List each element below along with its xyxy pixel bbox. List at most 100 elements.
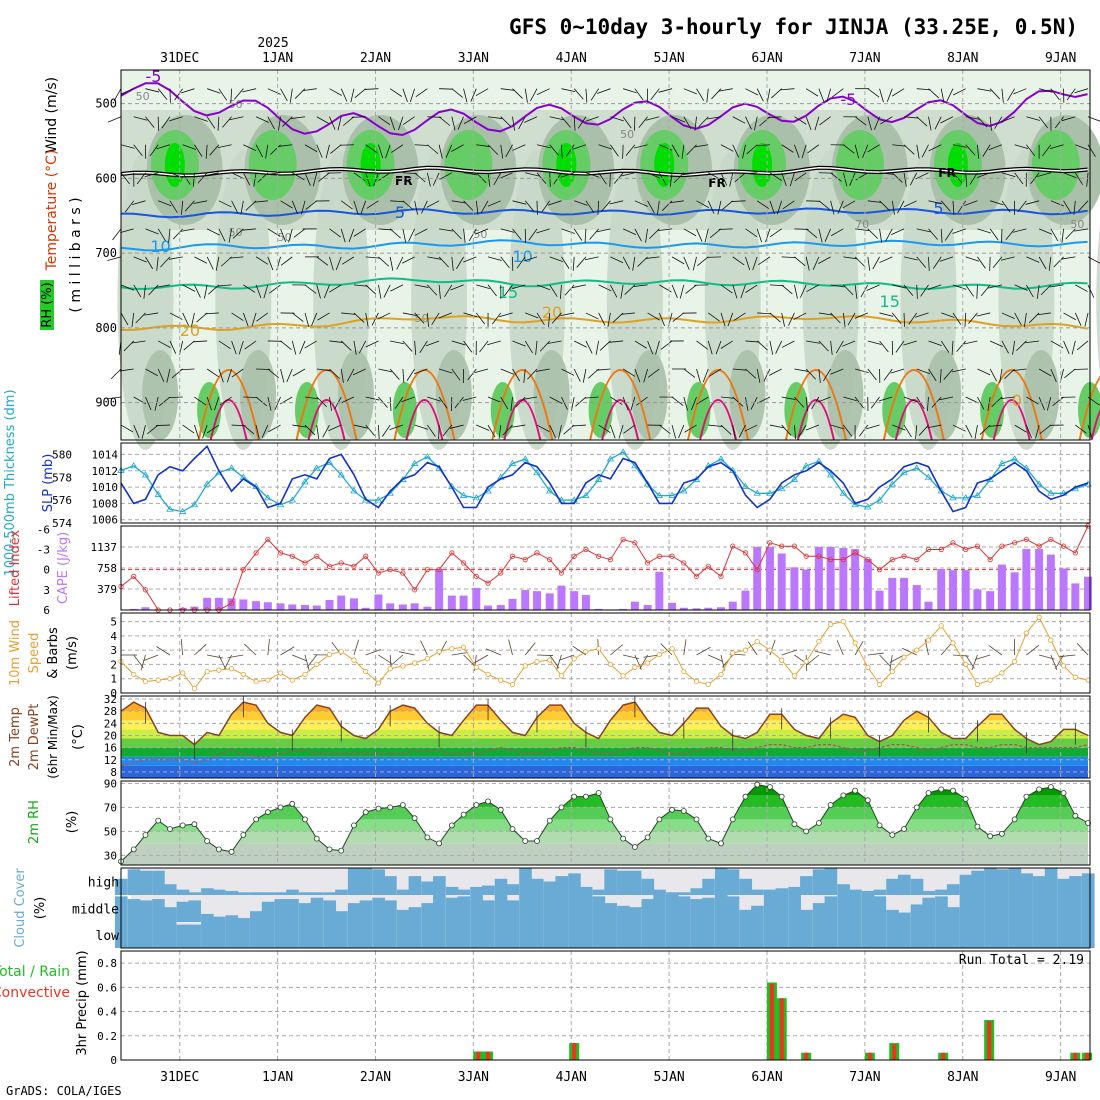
wind-barb xyxy=(916,228,931,233)
wind-speed-point xyxy=(375,680,382,686)
cape-bar xyxy=(203,597,212,610)
wind10m-barb xyxy=(143,654,159,662)
wind-speed-point xyxy=(167,676,173,682)
cape-bar xyxy=(692,608,701,610)
wind-barb xyxy=(389,116,395,131)
bottom-date-label: 9JAN xyxy=(1045,1070,1076,1085)
cape-bar xyxy=(447,595,456,610)
wind-barb xyxy=(879,340,889,353)
cloud-level-label: high xyxy=(88,876,119,891)
wind-barb xyxy=(358,340,367,354)
thickness-point xyxy=(949,494,957,501)
lifted-index-point xyxy=(351,563,357,569)
wind-barb xyxy=(576,256,587,268)
wind-barb xyxy=(414,368,428,375)
cape-bar xyxy=(630,601,639,610)
wind-barb xyxy=(145,228,159,235)
cloud-cell-middle xyxy=(250,911,263,922)
wind-barb xyxy=(378,172,391,181)
cloud-cell-low xyxy=(335,922,348,948)
wind-barb xyxy=(610,424,616,439)
rh-shade-blob-90 xyxy=(947,143,968,187)
wind-barb xyxy=(305,200,318,210)
wind-barb xyxy=(956,340,966,352)
wind-barb xyxy=(994,116,1003,129)
temp-tick-label: 16 xyxy=(104,742,117,755)
wind-barb xyxy=(708,312,720,322)
wind-barb xyxy=(487,256,502,261)
wind-barb xyxy=(885,228,893,242)
wind-barb xyxy=(681,144,685,159)
wind-barb xyxy=(835,340,844,354)
rh-point xyxy=(607,816,614,823)
wind-barb xyxy=(389,256,394,271)
wind-barb xyxy=(113,88,122,102)
wind-barb xyxy=(144,172,159,178)
wind-barb xyxy=(243,144,257,152)
rh-contour-label: 50 xyxy=(473,228,487,241)
wind-barb xyxy=(1073,200,1076,215)
wind-speed-point xyxy=(253,678,259,685)
wind-barb xyxy=(445,144,453,158)
wind-barb xyxy=(1038,368,1052,377)
lifted-index-point xyxy=(767,540,773,546)
rh-band xyxy=(121,831,1089,844)
ylabel-temp-c: (6hr Min/Max) xyxy=(46,695,60,779)
cape-bar xyxy=(1071,583,1080,610)
pressure-tick-label: 900 xyxy=(95,396,117,410)
wind-barb xyxy=(636,396,648,406)
wind-barb xyxy=(561,144,563,159)
wind-barb xyxy=(304,284,317,294)
wind-barb xyxy=(145,256,154,270)
cloud-cell-low xyxy=(726,922,740,948)
wind-barb xyxy=(1026,284,1034,298)
cloud-cell-middle xyxy=(922,897,936,922)
wind-barb xyxy=(457,116,464,130)
rh-shade-column-low xyxy=(925,350,962,440)
ylabel-wind-c: & Barbs xyxy=(46,627,61,679)
isotherm-label: -5 xyxy=(840,90,856,109)
wind-barb xyxy=(879,228,883,243)
lifted-index-point xyxy=(142,587,149,593)
wind-barb xyxy=(536,312,545,326)
wind-barb xyxy=(643,368,648,383)
rh-point xyxy=(460,811,467,818)
wind-barb xyxy=(769,340,774,355)
wind-barb xyxy=(991,396,1003,407)
wind-barb xyxy=(928,228,938,240)
wind-barb xyxy=(133,116,148,121)
wind-barb xyxy=(623,88,637,94)
wind-barb xyxy=(684,424,697,433)
cloud-cell-low xyxy=(152,922,165,948)
rh-point xyxy=(876,822,883,829)
wind-barb xyxy=(340,340,352,351)
rh-point xyxy=(277,804,284,811)
wind-barb xyxy=(976,312,991,317)
wind-barb xyxy=(318,172,330,182)
wind-barb xyxy=(536,144,551,149)
wind-barb xyxy=(607,312,611,327)
cape-bar xyxy=(374,594,383,610)
thickness-point xyxy=(288,496,296,503)
ylabel-thickness: 1000-500mb Thickness (dm) xyxy=(3,389,18,576)
wind-barb xyxy=(891,88,905,97)
rh-point xyxy=(167,826,173,832)
wind-barb xyxy=(234,88,244,100)
wind-barb xyxy=(475,312,486,325)
thickness-point xyxy=(301,478,309,485)
wind-barb xyxy=(136,172,146,185)
isotherm-label: 5 xyxy=(395,203,405,222)
rh-point xyxy=(815,820,822,826)
rh-band xyxy=(121,843,1089,865)
wind-speed-point xyxy=(632,664,638,670)
wind-barb xyxy=(316,144,323,158)
wind-tick-label: 0 xyxy=(110,687,117,700)
isotherm-30-arc xyxy=(1090,408,1100,441)
cloud-cell-low xyxy=(286,922,299,948)
wind-barb xyxy=(340,200,353,210)
cloud-cell-low xyxy=(702,922,715,948)
precip-tick-label: 0.2 xyxy=(97,1030,117,1043)
wind-barb xyxy=(340,368,344,383)
wind-barb xyxy=(903,116,919,119)
